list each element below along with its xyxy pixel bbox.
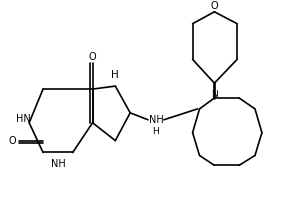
Text: H: H <box>112 70 119 80</box>
Text: H: H <box>153 127 159 136</box>
Text: HN: HN <box>16 114 31 124</box>
Text: O: O <box>211 1 218 11</box>
Text: N: N <box>211 90 218 99</box>
Text: NH: NH <box>148 115 163 125</box>
Text: O: O <box>89 52 96 62</box>
Text: O: O <box>8 136 16 146</box>
Text: NH: NH <box>50 159 65 169</box>
